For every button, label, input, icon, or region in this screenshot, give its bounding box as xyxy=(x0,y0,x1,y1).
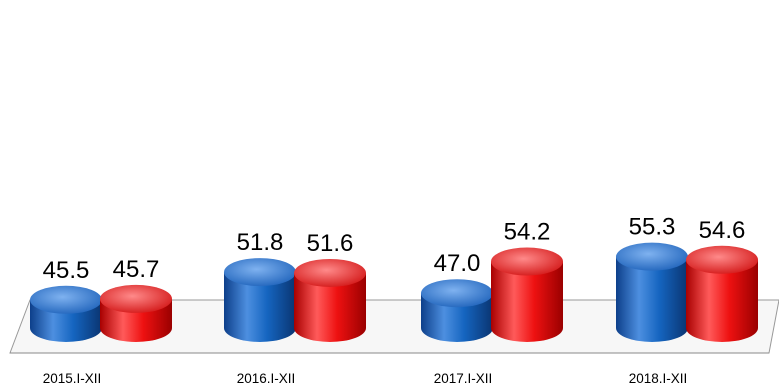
bar-red-4 xyxy=(686,245,758,342)
value-label-blue-2: 51.8 xyxy=(237,229,284,256)
bar-blue-1 xyxy=(30,285,102,342)
chart-floor xyxy=(9,299,779,354)
value-label-red-3: 54.2 xyxy=(504,219,551,246)
category-label-4: 2018.I-XII xyxy=(629,371,688,386)
bar-top xyxy=(30,285,102,314)
bar-top xyxy=(224,258,296,287)
category-label-2: 2016.I-XII xyxy=(237,371,296,386)
bar-top xyxy=(616,242,688,271)
bar-top xyxy=(686,245,758,274)
value-label-blue-3: 47.0 xyxy=(434,250,481,277)
category-label-1: 2015.I-XII xyxy=(43,371,102,386)
bar-top xyxy=(421,279,493,308)
bar-body xyxy=(294,272,366,342)
value-label-red-2: 51.6 xyxy=(307,230,354,257)
value-label-red-1: 45.7 xyxy=(113,256,160,283)
bar-blue-2 xyxy=(224,258,296,342)
bar-blue-4 xyxy=(616,242,688,342)
bar-red-3 xyxy=(491,247,563,342)
category-label-3: 2017.I-XII xyxy=(434,371,493,386)
bar-body xyxy=(491,261,563,342)
bar-red-1 xyxy=(100,284,172,342)
bar-red-2 xyxy=(294,258,366,342)
value-label-blue-1: 45.5 xyxy=(43,257,90,284)
bars-group xyxy=(30,242,758,342)
value-label-red-4: 54.6 xyxy=(699,217,746,244)
bar-body xyxy=(224,272,296,342)
category-labels-group: 2015.I-XII 2016.I-XII 2017.I-XII 2018.I-XII xyxy=(43,371,688,386)
bar-top xyxy=(100,284,172,313)
bar-body xyxy=(686,259,758,342)
bar-body xyxy=(616,256,688,342)
value-label-blue-4: 55.3 xyxy=(629,214,676,241)
value-labels-group: 45.5 45.7 51.8 51.6 47.0 54.2 55.3 54.6 xyxy=(43,214,746,284)
bar-blue-3 xyxy=(421,279,493,342)
bar-top xyxy=(491,247,563,276)
bar-top xyxy=(294,258,366,287)
bar-body xyxy=(421,293,493,342)
